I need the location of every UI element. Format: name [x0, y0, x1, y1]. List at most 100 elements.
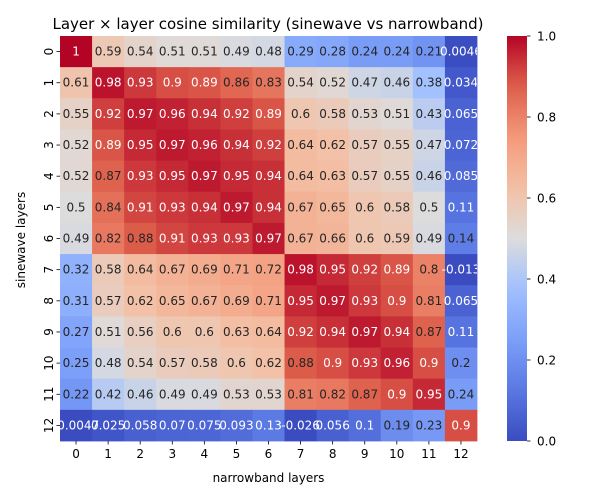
- heatmap-cell: [444, 378, 478, 411]
- cell-value-label: 0.14: [448, 232, 475, 246]
- heatmap-cell: [348, 222, 382, 255]
- heatmap-cell: [124, 98, 157, 130]
- cell-value-label: 0.57: [159, 356, 186, 370]
- cell-value-label: 0.93: [127, 169, 154, 183]
- x-tick-label: 12: [453, 447, 468, 461]
- cell-value-label: 0.93: [191, 232, 218, 246]
- heatmap-cell: [444, 409, 478, 442]
- heatmap-cell: [220, 191, 253, 224]
- cell-value-label: 0.94: [383, 325, 410, 339]
- cell-value-label: 0.67: [191, 294, 218, 308]
- heatmap-cell: [188, 378, 221, 411]
- heatmap-cell: [348, 347, 382, 380]
- cell-value-label: 0.11: [448, 200, 475, 214]
- x-tick-label: 0: [72, 447, 80, 461]
- cell-value-label: 0.53: [255, 387, 282, 401]
- heatmap-cell: [412, 191, 446, 224]
- y-tick-label: 0: [42, 48, 56, 56]
- heatmap-cell: [316, 254, 350, 286]
- cell-value-label: 0.65: [159, 294, 186, 308]
- cell-value-label: -0.026: [281, 418, 320, 432]
- heatmap-cell: [252, 285, 285, 317]
- heatmap-cell: [380, 36, 414, 68]
- cell-value-label: 0.57: [95, 294, 122, 308]
- heatmap-cell: [92, 222, 125, 255]
- cell-value-label: 0.13: [255, 418, 282, 432]
- heatmap-cell: [284, 409, 318, 442]
- colorbar-tick-label: 0.6: [537, 192, 556, 206]
- cell-value-label: 0.97: [191, 169, 218, 183]
- cell-value-label: 0.59: [383, 232, 410, 246]
- cell-value-label: 0.49: [191, 387, 218, 401]
- heatmap-cell: [124, 36, 157, 68]
- cell-value-label: 0.81: [416, 294, 443, 308]
- heatmap-cell: [92, 129, 125, 162]
- heatmap-cell: [92, 160, 125, 193]
- cell-value-label: 0.57: [351, 138, 378, 152]
- cell-value-label: 0.46: [127, 387, 154, 401]
- heatmap-cell: [316, 129, 350, 162]
- heatmap-cell: [156, 347, 189, 380]
- cell-value-label: 0.87: [351, 387, 378, 401]
- heatmap-cell: [284, 98, 318, 130]
- cell-value-label: 0.61: [63, 76, 90, 90]
- heatmap-cell: [124, 67, 157, 99]
- cell-value-label: 0.81: [287, 387, 314, 401]
- heatmap-cell: [252, 129, 285, 162]
- heatmap-cell: [92, 316, 125, 348]
- heatmap-cell: [60, 409, 93, 442]
- heatmap-cell: [348, 254, 382, 286]
- cell-value-label: 0.95: [159, 169, 186, 183]
- cell-value-label: 0.91: [159, 232, 186, 246]
- heatmap-cell: [444, 222, 478, 255]
- y-tick-label: 2: [42, 110, 56, 118]
- cell-value-label: 0.97: [127, 107, 154, 121]
- cell-value-label: 0.95: [127, 138, 154, 152]
- cell-value-label: 0.24: [351, 45, 378, 59]
- heatmap-cell: [124, 409, 157, 442]
- heatmap-cell: [188, 285, 221, 317]
- cell-value-label: 0.23: [416, 418, 443, 432]
- heatmap-cell: [284, 67, 318, 99]
- heatmap-cell: [284, 36, 318, 68]
- cell-value-label: 0.92: [287, 325, 314, 339]
- cell-value-label: 0.97: [223, 200, 250, 214]
- cell-value-label: 0.075: [187, 418, 221, 432]
- cell-value-label: 0.9: [419, 356, 438, 370]
- cell-value-label: 0.62: [255, 356, 282, 370]
- heatmap-cell: [60, 378, 93, 411]
- cell-value-label: 0.58: [191, 356, 218, 370]
- heatmap-cell: [252, 347, 285, 380]
- cell-value-label: 0.9: [387, 387, 406, 401]
- heatmap-cell: [220, 254, 253, 286]
- heatmap-cell: [380, 160, 414, 193]
- cell-value-label: 0.71: [255, 294, 282, 308]
- cell-value-label: 0.0046: [440, 45, 482, 59]
- cell-value-label: 0.5: [66, 200, 85, 214]
- heatmap-cell: [444, 160, 478, 193]
- heatmap-cell: [60, 98, 93, 130]
- cell-value-label: 0.49: [159, 387, 186, 401]
- cell-value-label: 0.95: [416, 387, 443, 401]
- heatmap-cell: [412, 67, 446, 99]
- heatmap-cell: [156, 129, 189, 162]
- x-tick-label: 2: [136, 447, 144, 461]
- heatmap-cell: [124, 316, 157, 348]
- cell-value-label: 0.55: [383, 169, 410, 183]
- heatmap-cell: [284, 160, 318, 193]
- heatmap-cell: [444, 36, 478, 68]
- heatmap-cell: [60, 160, 93, 193]
- y-tick-label: 6: [42, 235, 56, 243]
- cell-value-label: 0.97: [255, 232, 282, 246]
- heatmap-cell: [156, 316, 189, 348]
- cell-value-label: 0.97: [159, 138, 186, 152]
- cell-value-label: 0.93: [223, 232, 250, 246]
- heatmap-cell: [92, 67, 125, 99]
- cell-value-label: 0.6: [163, 325, 182, 339]
- cell-value-label: 0.21: [416, 45, 443, 59]
- heatmap-cell: [220, 160, 253, 193]
- cell-value-label: 0.056: [315, 418, 349, 432]
- cell-value-label: 0.62: [319, 138, 346, 152]
